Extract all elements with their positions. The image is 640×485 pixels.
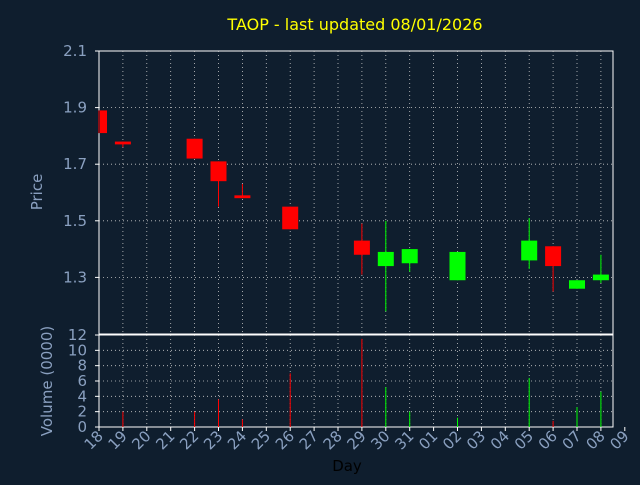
x-tick-label: 21: [152, 427, 178, 453]
candle-body: [592, 274, 609, 281]
x-tick-label: 24: [224, 427, 250, 453]
x-tick-label: 31: [391, 427, 417, 453]
x-tick-label: 28: [320, 427, 346, 453]
candle-body: [521, 240, 538, 261]
x-tick-label: 03: [463, 427, 489, 453]
x-tick-label: 25: [248, 427, 274, 453]
x-tick-label: 23: [200, 427, 226, 453]
candle-body: [449, 251, 466, 281]
x-tick-label: 02: [439, 427, 465, 453]
candle-body: [282, 206, 299, 230]
chart-title: TAOP - last updated 08/01/2026: [226, 15, 482, 34]
price-tick-label: 1.9: [63, 99, 87, 117]
x-tick-label: 27: [296, 427, 322, 453]
price-tick-label: 1.5: [63, 212, 87, 230]
x-tick-label: 06: [535, 427, 561, 453]
price-tick-label: 1.7: [63, 155, 87, 173]
x-tick-label: 05: [511, 427, 537, 453]
x-tick-label: 19: [104, 427, 130, 453]
volume-tick-label: 6: [77, 372, 87, 390]
volume-tick-label: 8: [77, 357, 87, 375]
volume-tick-label: 2: [77, 403, 87, 421]
candle-body: [234, 195, 251, 199]
price-axis-ticks: 2.1 1.9 1.7 1.5 1.3: [63, 42, 99, 286]
volume-axis-label: Volume (0000): [38, 326, 56, 436]
x-axis-label: Day: [332, 457, 362, 475]
candle-body: [210, 161, 227, 182]
price-tick-label: 1.3: [63, 268, 87, 286]
price-panel-frame: [98, 50, 614, 335]
x-axis-ticks: 1819202122232425262728293031010203040506…: [81, 427, 633, 453]
x-tick-label: 09: [606, 427, 632, 453]
price-axis-label: Price: [28, 174, 46, 211]
volume-tick-label: 12: [68, 326, 87, 344]
x-tick-label: 20: [128, 427, 154, 453]
candle-body: [377, 251, 394, 267]
candles: [98, 110, 609, 312]
price-tick-label: 2.1: [63, 42, 87, 60]
volume-tick-label: 0: [77, 418, 87, 436]
x-tick-label: 29: [343, 427, 369, 453]
x-tick-label: 07: [559, 427, 585, 453]
x-tick-label: 04: [487, 427, 513, 453]
candle-body: [114, 141, 131, 145]
volume-tick-label: 10: [68, 341, 87, 359]
x-tick-label: 08: [582, 427, 608, 453]
candle-body: [401, 249, 418, 264]
candle-body: [100, 110, 107, 134]
x-tick-label: 22: [176, 427, 202, 453]
candle-body: [353, 240, 370, 255]
volume-tick-label: 4: [77, 387, 87, 405]
volume-bars: [122, 338, 602, 427]
candle-body: [569, 280, 585, 289]
x-tick-label: 30: [367, 427, 393, 453]
x-tick-label: 26: [272, 427, 298, 453]
x-tick-label: 01: [415, 427, 441, 453]
grid-lines: [99, 51, 613, 427]
candle-body: [186, 138, 203, 159]
candle-body: [545, 246, 562, 267]
